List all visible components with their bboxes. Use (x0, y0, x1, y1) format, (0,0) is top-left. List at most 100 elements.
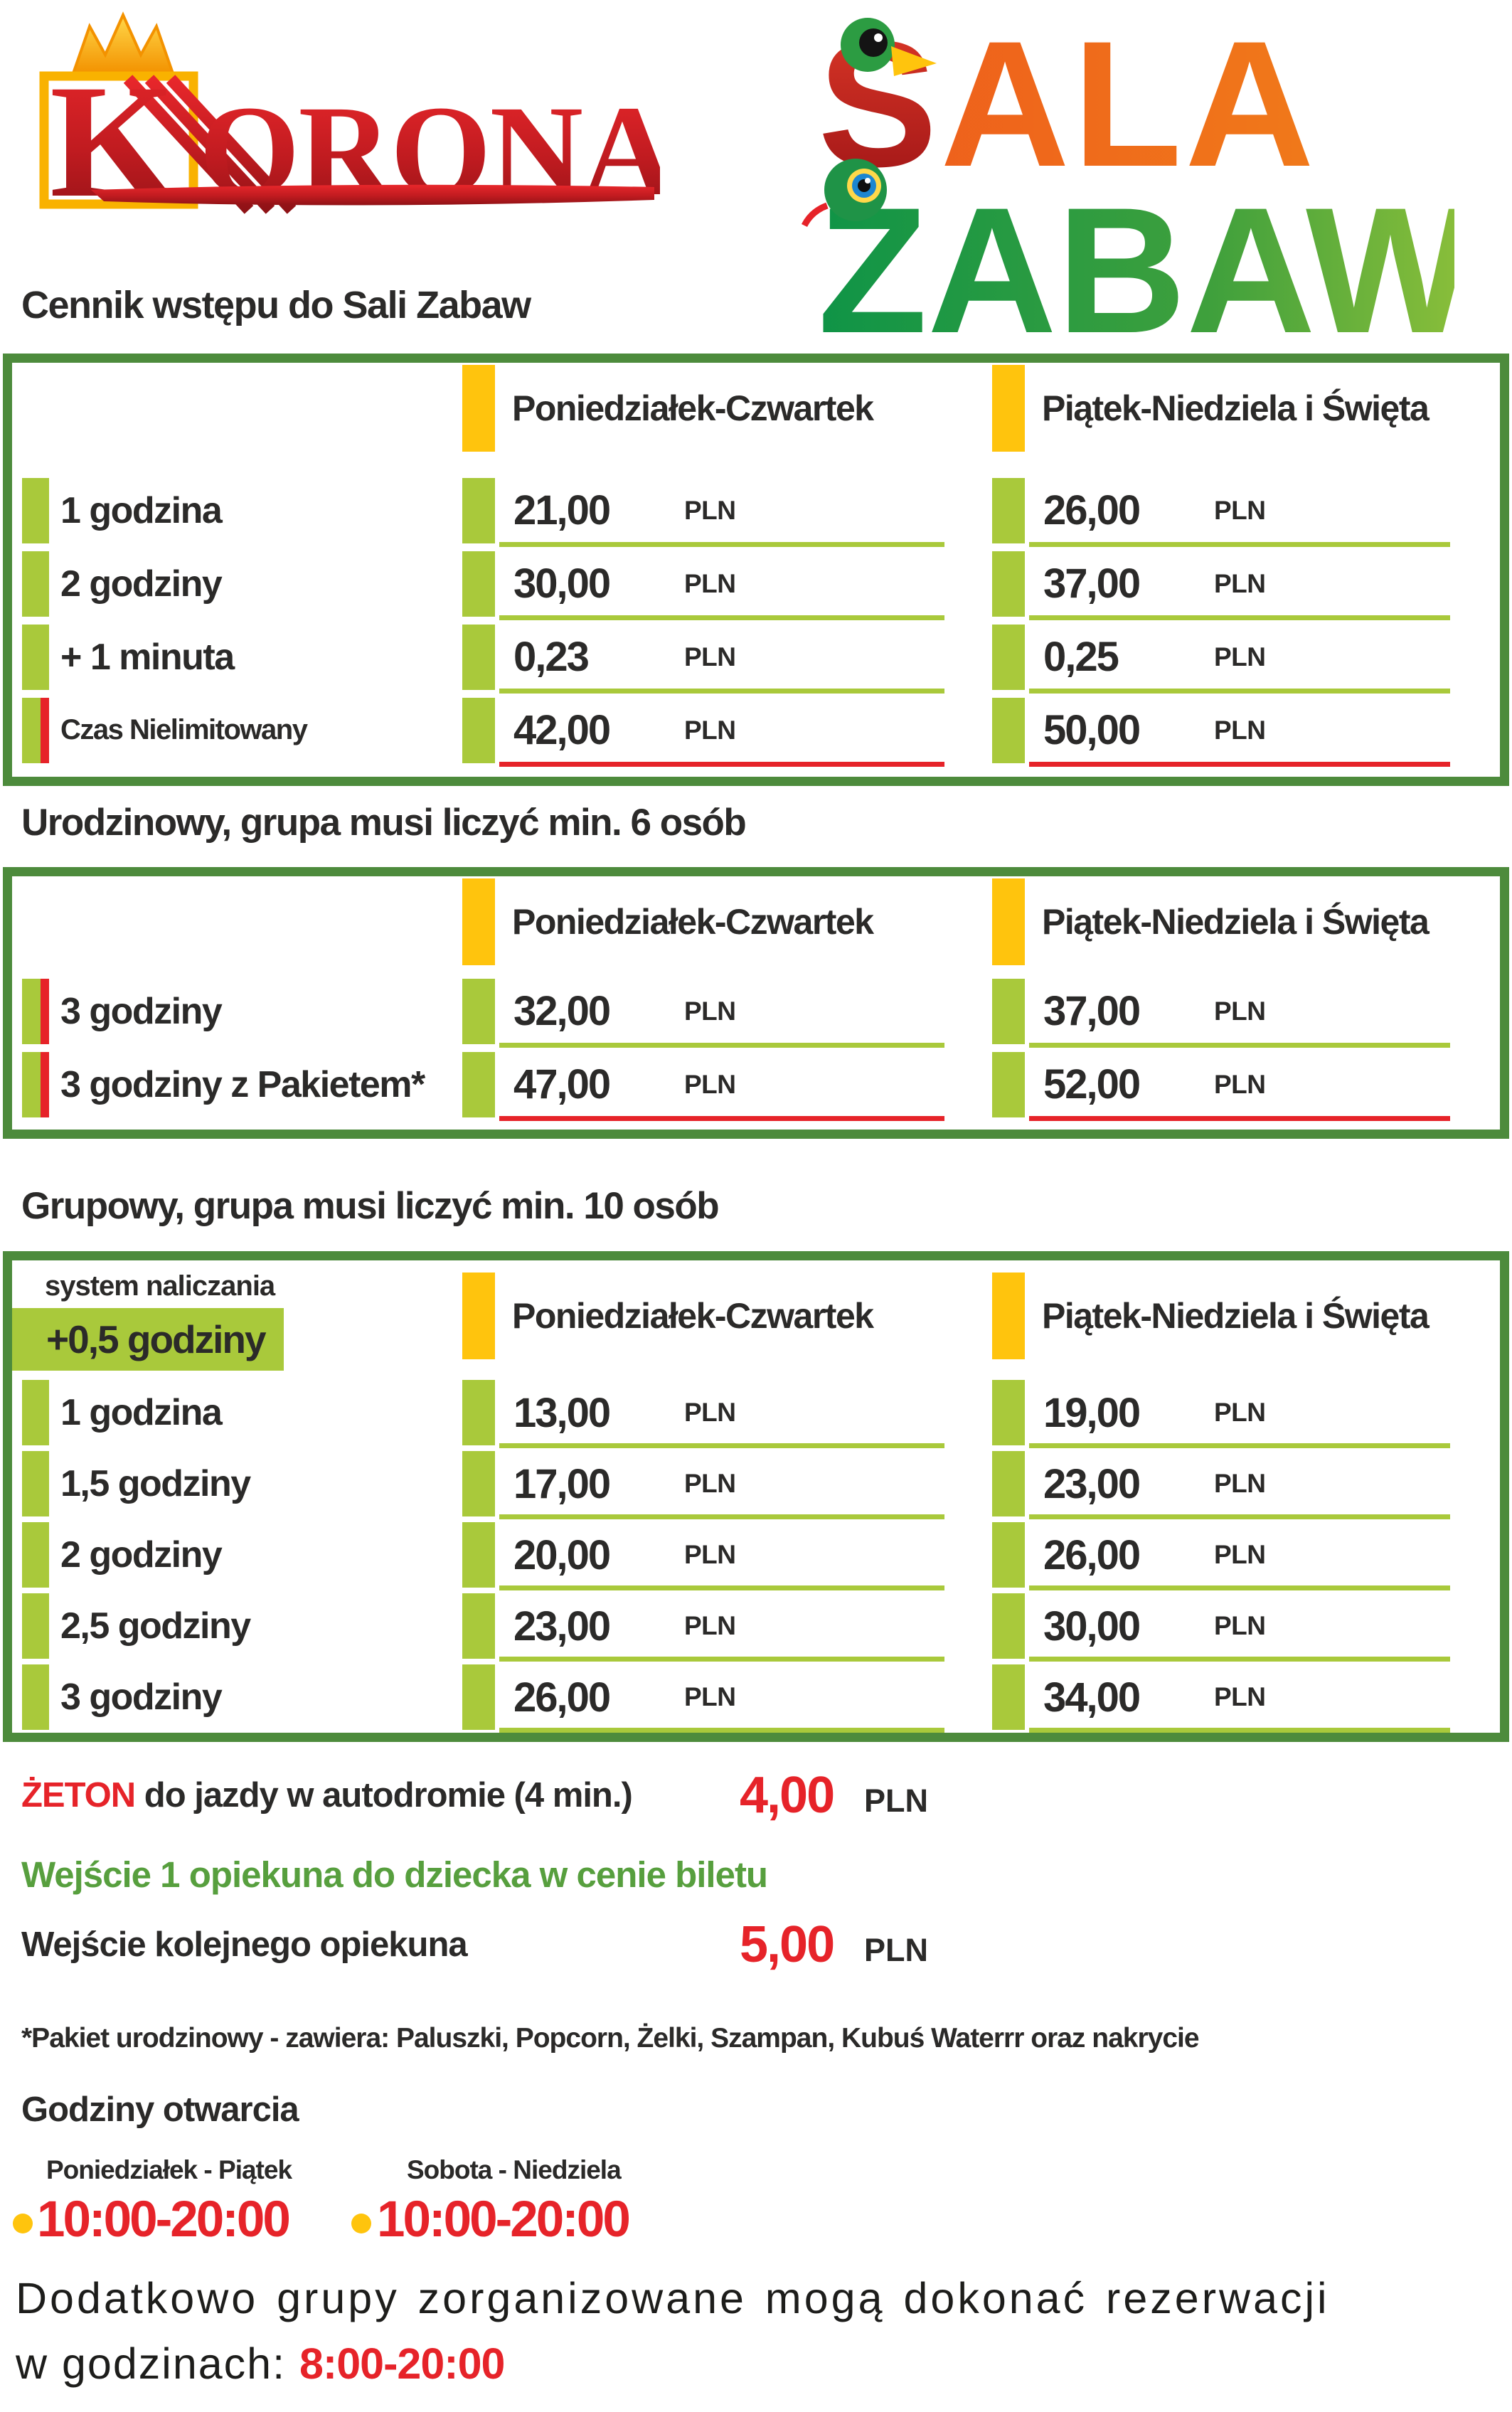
price-cell: 23,00 PLN (984, 1448, 1500, 1519)
row-bar (992, 1051, 1025, 1117)
bullet-dot-icon (13, 2214, 33, 2233)
price-value: 19,00 (1043, 1389, 1141, 1436)
next-guardian-line: Wejście kolejnego opiekuna 5,00 PLN (21, 1915, 1491, 1975)
price-cell: 20,00 PLN (454, 1519, 984, 1590)
row-label-cell: Czas Nielimitowany (12, 694, 454, 767)
hours-day-labels: Poniedziałek - Piątek Sobota - Niedziela (0, 2155, 1512, 2188)
currency-label: PLN (1214, 1469, 1266, 1498)
table-row: 3 godziny z Pakietem* 47,00 PLN 52,00 PLN (12, 1048, 1500, 1121)
header-mon-thu: Poniedziałek-Czwartek (454, 363, 984, 454)
korona-logo: K ORONA (39, 11, 660, 217)
row-label: 2 godziny (60, 563, 223, 605)
row-label-cell: 2 godziny (12, 1519, 454, 1590)
package-note: *Pakiet urodzinowy - zawiera: Paluszki, … (21, 2023, 1200, 2054)
row-bar (992, 1451, 1025, 1516)
hours-times: 10:00-20:00 10:00-20:00 (0, 2187, 1512, 2253)
table-row: 3 godziny 32,00 PLN 37,00 PLN (12, 974, 1500, 1048)
price-value: 0,25 (1043, 634, 1119, 680)
row-bar (992, 697, 1025, 763)
header-empty-cell (12, 876, 454, 967)
row-bar (462, 978, 495, 1044)
price-value: 52,00 (1043, 1061, 1141, 1107)
price-value: 23,00 (513, 1603, 611, 1649)
currency-label: PLN (1214, 1682, 1266, 1711)
header-label: Piątek-Niedziela i Święta (1042, 388, 1430, 428)
table-row: + 1 minuta 0,23 PLN 0,25 PLN (12, 620, 1500, 694)
parrot-icon (841, 18, 937, 76)
price-underline (499, 1657, 944, 1662)
token-price: 4,00 (740, 1767, 835, 1824)
header-empty-cell (12, 363, 454, 454)
header-bar (462, 1272, 495, 1359)
row-label: 3 godziny (60, 1677, 223, 1718)
table-row: 2,5 godziny 23,00 PLN 30,00 PLN (12, 1590, 1500, 1662)
price-underline (499, 689, 944, 694)
row-label: 1 godzina (60, 1392, 223, 1433)
price-cell: 52,00 PLN (984, 1048, 1500, 1121)
row-bar (992, 1380, 1025, 1445)
price-value: 26,00 (513, 1674, 611, 1721)
currency-label: PLN (684, 1611, 736, 1640)
billing-info-cell: system naliczania +0,5 godziny (12, 1260, 454, 1371)
weekday-time: 10:00-20:00 (37, 2191, 291, 2248)
row-bar (462, 1451, 495, 1516)
price-table-standard: Poniedziałek-Czwartek Piątek-Niedziela i… (3, 354, 1509, 786)
currency-label: PLN (684, 568, 736, 598)
row-bar-flagged (22, 978, 49, 1044)
footer-reservation-time: 8:00-20:00 (299, 2339, 505, 2388)
price-underline (1029, 1443, 1450, 1448)
section-heading-group: Grupowy, grupa musi liczyć min. 10 osób (21, 1185, 720, 1227)
header-label: Poniedziałek-Czwartek (512, 1295, 874, 1336)
row-bar-flagged (22, 1051, 49, 1117)
price-value: 42,00 (513, 707, 611, 753)
logo-swoosh (91, 184, 654, 206)
price-value: 34,00 (1043, 1674, 1141, 1721)
price-value: 13,00 (513, 1389, 611, 1436)
header-bar (992, 1272, 1025, 1359)
row-label: 1,5 godziny (60, 1463, 251, 1504)
footer-line2-prefix: w godzinach: (16, 2339, 299, 2388)
row-bar (462, 1664, 495, 1730)
token-word: ŻETON (21, 1776, 136, 1815)
price-cell: 50,00 PLN (984, 694, 1500, 767)
price-cell: 30,00 PLN (984, 1590, 1500, 1662)
crown-icon (71, 11, 175, 75)
price-cell: 19,00 PLN (984, 1377, 1500, 1448)
price-underline (1029, 542, 1450, 547)
row-label: 3 godziny (60, 990, 223, 1032)
row-bar (22, 1380, 49, 1445)
price-underline (499, 1728, 944, 1733)
table-row: Czas Nielimitowany 42,00 PLN 50,00 PLN (12, 694, 1500, 767)
svg-text:ZABAW: ZABAW (818, 171, 1454, 345)
currency-label: PLN (1214, 1611, 1266, 1640)
row-label: 2 godziny (60, 1534, 223, 1576)
table-row: 1 godzina 13,00 PLN 19,00 PLN (12, 1377, 1500, 1448)
price-value: 17,00 (513, 1460, 611, 1507)
price-cell: 23,00 PLN (454, 1590, 984, 1662)
sala-zabaw-logo: SALA ZABAW (801, 4, 1454, 345)
currency-label: PLN (864, 1932, 928, 1968)
price-cell: 30,00 PLN (454, 547, 984, 620)
price-value: 23,00 (1043, 1460, 1141, 1507)
row-label: Czas Nielimitowany (60, 714, 308, 745)
row-bar (462, 624, 495, 690)
weekday-label: Poniedziałek - Piątek (46, 2155, 292, 2184)
price-cell: 32,00 PLN (454, 974, 984, 1048)
row-bar (992, 551, 1025, 617)
price-underline (1029, 1116, 1450, 1121)
price-cell: 26,00 PLN (984, 1519, 1500, 1590)
currency-label: PLN (684, 495, 736, 525)
price-cell: 17,00 PLN (454, 1448, 984, 1519)
header-mon-thu: Poniedziałek-Czwartek (454, 876, 984, 967)
header-label: Poniedziałek-Czwartek (512, 388, 874, 428)
row-bar (462, 477, 495, 543)
row-bar (462, 1593, 495, 1659)
row-label-cell: 2 godziny (12, 547, 454, 620)
price-value: 21,00 (513, 487, 611, 533)
row-bar (462, 1522, 495, 1588)
header-fri-sun: Piątek-Niedziela i Święta (984, 363, 1500, 454)
currency-label: PLN (684, 1682, 736, 1711)
row-bar (22, 477, 49, 543)
price-value: 26,00 (1043, 1531, 1141, 1578)
billing-step-box: +0,5 godziny (12, 1308, 284, 1371)
